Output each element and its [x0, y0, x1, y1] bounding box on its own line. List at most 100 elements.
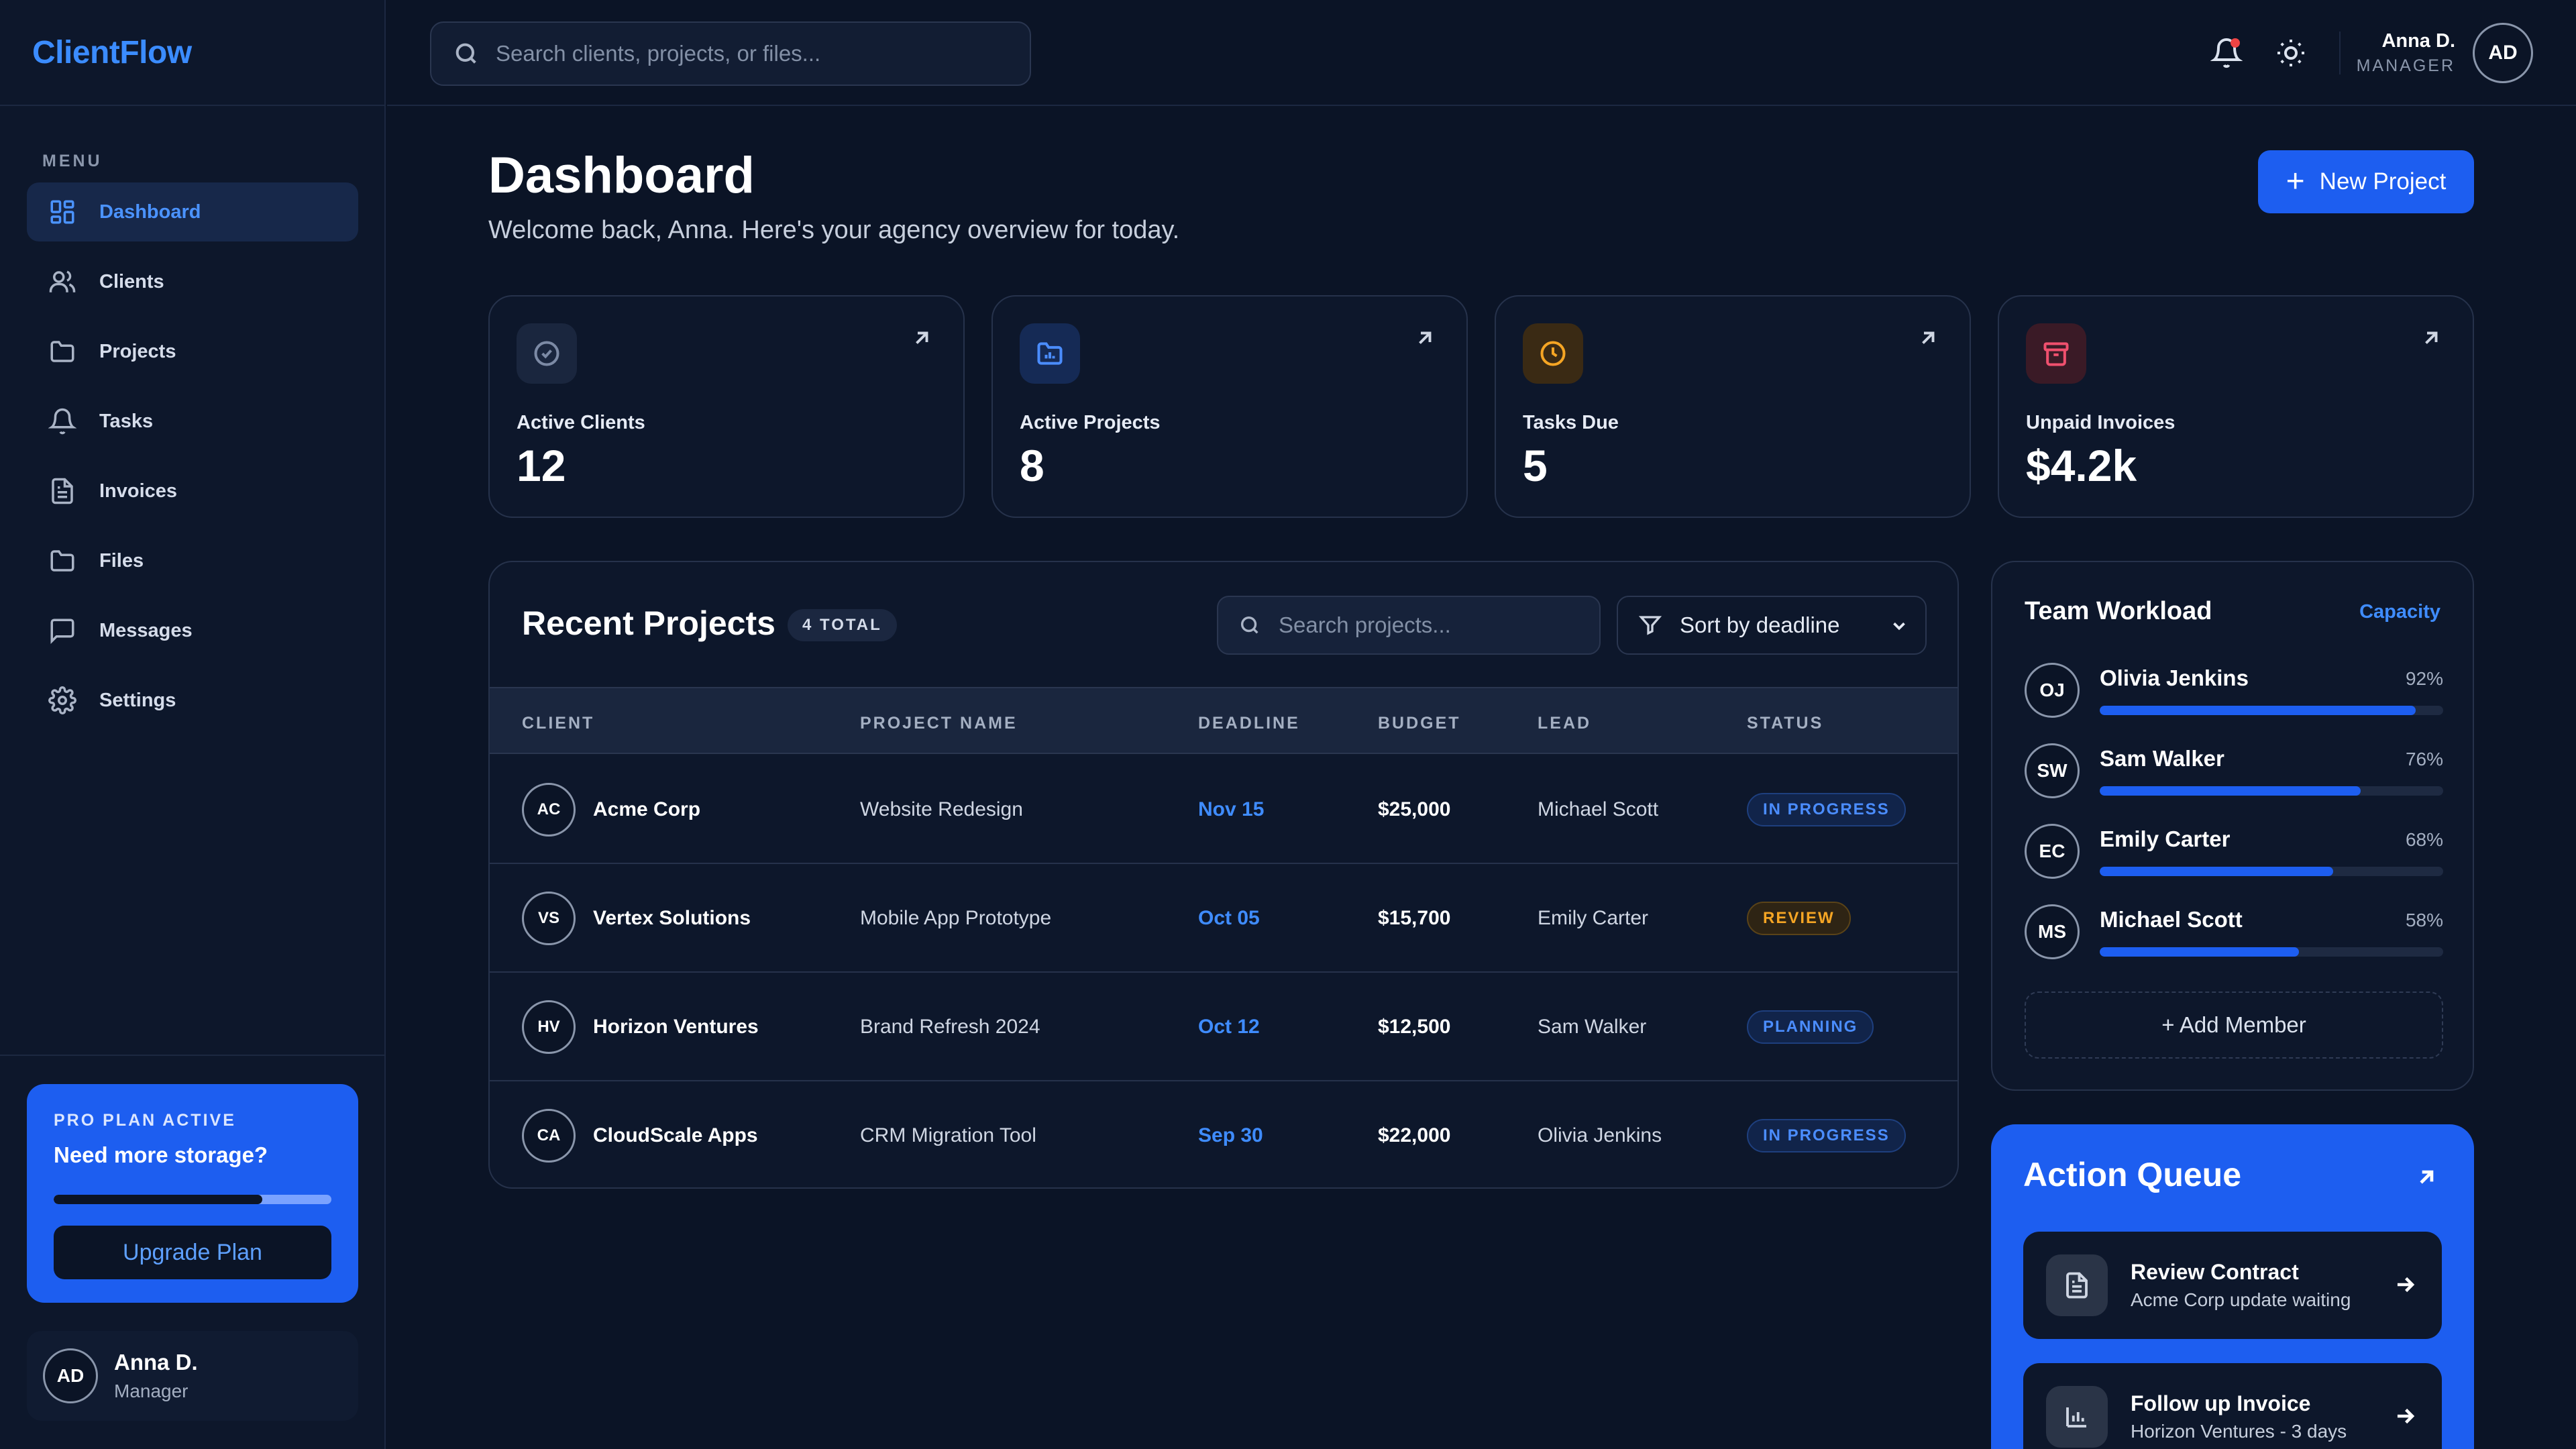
- app-logo[interactable]: ClientFlow: [32, 34, 192, 70]
- member-percent: 76%: [2405, 749, 2443, 769]
- brand-row: ClientFlow: [0, 0, 384, 106]
- client-name[interactable]: Acme Corp: [593, 798, 701, 820]
- action-queue-panel: Action Queue Review Contract Acme Corp u…: [1991, 1124, 2474, 1449]
- status-badge: PLANNING: [1747, 1010, 1874, 1044]
- stat-card-active-projects[interactable]: Active Projects 8: [991, 295, 1468, 518]
- workload-bar-fill: [2100, 786, 2361, 796]
- stat-value: 8: [1020, 441, 1044, 490]
- client-name[interactable]: Vertex Solutions: [593, 907, 751, 929]
- avatar: AC: [522, 783, 576, 837]
- top-user-info[interactable]: Anna D. MANAGER: [2357, 30, 2455, 76]
- stat-card-active-clients[interactable]: Active Clients 12: [488, 295, 965, 518]
- sidebar: ClientFlow MENU Dashboard Clients Projec…: [0, 0, 386, 1449]
- arrow-up-right-icon[interactable]: [1916, 326, 1940, 350]
- notification-dot: [2230, 38, 2240, 48]
- storage-progress-fill: [54, 1195, 262, 1204]
- theme-toggle-button[interactable]: [2275, 37, 2307, 69]
- deadline: Oct 05: [1198, 907, 1260, 929]
- queue-item[interactable]: Follow up Invoice Horizon Ventures - 3 d…: [2023, 1363, 2442, 1449]
- column-header-budget[interactable]: BUDGET: [1378, 714, 1461, 733]
- avatar: EC: [2025, 824, 2080, 879]
- sidebar-item-label: Projects: [99, 340, 176, 362]
- folder-icon: [48, 547, 76, 575]
- workload-bar: [2100, 706, 2443, 715]
- arrow-up-right-icon[interactable]: [1413, 326, 1437, 350]
- column-header-project-name[interactable]: PROJECT NAME: [860, 714, 1018, 733]
- sidebar-item-clients[interactable]: Clients: [27, 252, 358, 311]
- global-search-input[interactable]: Search clients, projects, or files...: [430, 21, 1031, 86]
- sort-select[interactable]: Sort by deadline: [1617, 596, 1927, 655]
- sidebar-item-label: Dashboard: [99, 201, 201, 223]
- team-member[interactable]: MS Michael Scott 58%: [2025, 904, 2443, 965]
- table-row[interactable]: VS Vertex Solutions Mobile App Prototype …: [490, 864, 1957, 973]
- deadline: Nov 15: [1198, 798, 1265, 820]
- chevron-down-icon: [1889, 616, 1909, 636]
- lead-name: Michael Scott: [1538, 798, 1659, 820]
- plan-title: PRO PLAN ACTIVE: [54, 1111, 236, 1130]
- client-name[interactable]: Horizon Ventures: [593, 1016, 759, 1038]
- column-header-lead[interactable]: LEAD: [1538, 714, 1592, 733]
- sidebar-item-dashboard[interactable]: Dashboard: [27, 182, 358, 241]
- arrow-up-right-icon[interactable]: [910, 326, 934, 350]
- arrow-right-icon[interactable]: [2392, 1403, 2418, 1429]
- total-badge: 4 TOTAL: [788, 609, 897, 641]
- queue-item-subtitle: Acme Corp update waiting: [2131, 1289, 2351, 1310]
- folder-chart-icon: [1020, 323, 1080, 384]
- plan-subtitle: Need more storage?: [54, 1142, 268, 1167]
- top-actions: Anna D. MANAGER AD: [2210, 0, 2576, 106]
- status-badge: IN PROGRESS: [1747, 1119, 1906, 1152]
- table-row[interactable]: HV Horizon Ventures Brand Refresh 2024 Oc…: [490, 973, 1957, 1081]
- table-row[interactable]: AC Acme Corp Website Redesign Nov 15 $25,…: [490, 755, 1957, 864]
- team-member[interactable]: EC Emily Carter 68%: [2025, 824, 2443, 884]
- notifications-button[interactable]: [2210, 37, 2243, 69]
- search-placeholder: Search clients, projects, or files...: [496, 41, 821, 66]
- member-name: Michael Scott: [2100, 907, 2243, 932]
- sidebar-item-tasks[interactable]: Tasks: [27, 392, 358, 451]
- upgrade-plan-button[interactable]: Upgrade Plan: [54, 1226, 331, 1279]
- sun-icon: [2275, 37, 2307, 69]
- avatar: OJ: [2025, 663, 2080, 718]
- team-member[interactable]: SW Sam Walker 76%: [2025, 743, 2443, 804]
- new-project-label: New Project: [2319, 168, 2447, 195]
- capacity-link[interactable]: Capacity: [2359, 601, 2440, 623]
- column-header-client[interactable]: CLIENT: [522, 714, 595, 733]
- sidebar-item-settings[interactable]: Settings: [27, 671, 358, 730]
- arrow-up-right-icon[interactable]: [2419, 326, 2443, 350]
- table-row[interactable]: CA CloudScale Apps CRM Migration Tool Sep…: [490, 1081, 1957, 1187]
- sidebar-user-card[interactable]: AD Anna D. Manager: [27, 1331, 358, 1421]
- budget: $15,700: [1378, 907, 1451, 929]
- column-header-deadline[interactable]: DEADLINE: [1198, 714, 1300, 733]
- client-name[interactable]: CloudScale Apps: [593, 1124, 758, 1146]
- sidebar-item-projects[interactable]: Projects: [27, 322, 358, 381]
- avatar[interactable]: AD: [2473, 23, 2533, 83]
- queue-item[interactable]: Review Contract Acme Corp update waiting: [2023, 1232, 2442, 1339]
- add-member-button[interactable]: + Add Member: [2025, 991, 2443, 1059]
- column-header-status[interactable]: STATUS: [1747, 714, 1824, 733]
- sidebar-item-label: Settings: [99, 689, 176, 711]
- stat-card-unpaid-invoices[interactable]: Unpaid Invoices $4.2k: [1998, 295, 2474, 518]
- document-icon: [48, 477, 76, 505]
- sidebar-item-files[interactable]: Files: [27, 531, 358, 590]
- project-search-input[interactable]: Search projects...: [1217, 596, 1601, 655]
- avatar: CA: [522, 1109, 576, 1163]
- pro-plan-card: PRO PLAN ACTIVE Need more storage? Upgra…: [27, 1084, 358, 1303]
- sort-value: Sort by deadline: [1680, 612, 1840, 637]
- sidebar-item-invoices[interactable]: Invoices: [27, 462, 358, 521]
- user-name: Anna D.: [114, 1350, 198, 1375]
- panel-title: Action Queue: [2023, 1156, 2242, 1193]
- new-project-button[interactable]: + New Project: [2258, 150, 2474, 213]
- sidebar-item-messages[interactable]: Messages: [27, 601, 358, 660]
- avatar: AD: [43, 1348, 98, 1403]
- user-name: Anna D.: [2381, 30, 2455, 52]
- arrow-right-icon[interactable]: [2392, 1272, 2418, 1297]
- stat-label: Tasks Due: [1523, 412, 1619, 433]
- stat-card-tasks-due[interactable]: Tasks Due 5: [1495, 295, 1971, 518]
- arrow-up-right-icon[interactable]: [2414, 1165, 2439, 1190]
- lead-name: Olivia Jenkins: [1538, 1124, 1662, 1146]
- message-icon: [48, 616, 76, 645]
- sidebar-item-label: Files: [99, 549, 144, 572]
- sidebar-nav: Dashboard Clients Projects Tasks Invoice…: [27, 182, 358, 741]
- users-icon: [48, 268, 76, 296]
- member-percent: 58%: [2405, 910, 2443, 930]
- team-member[interactable]: OJ Olivia Jenkins 92%: [2025, 663, 2443, 723]
